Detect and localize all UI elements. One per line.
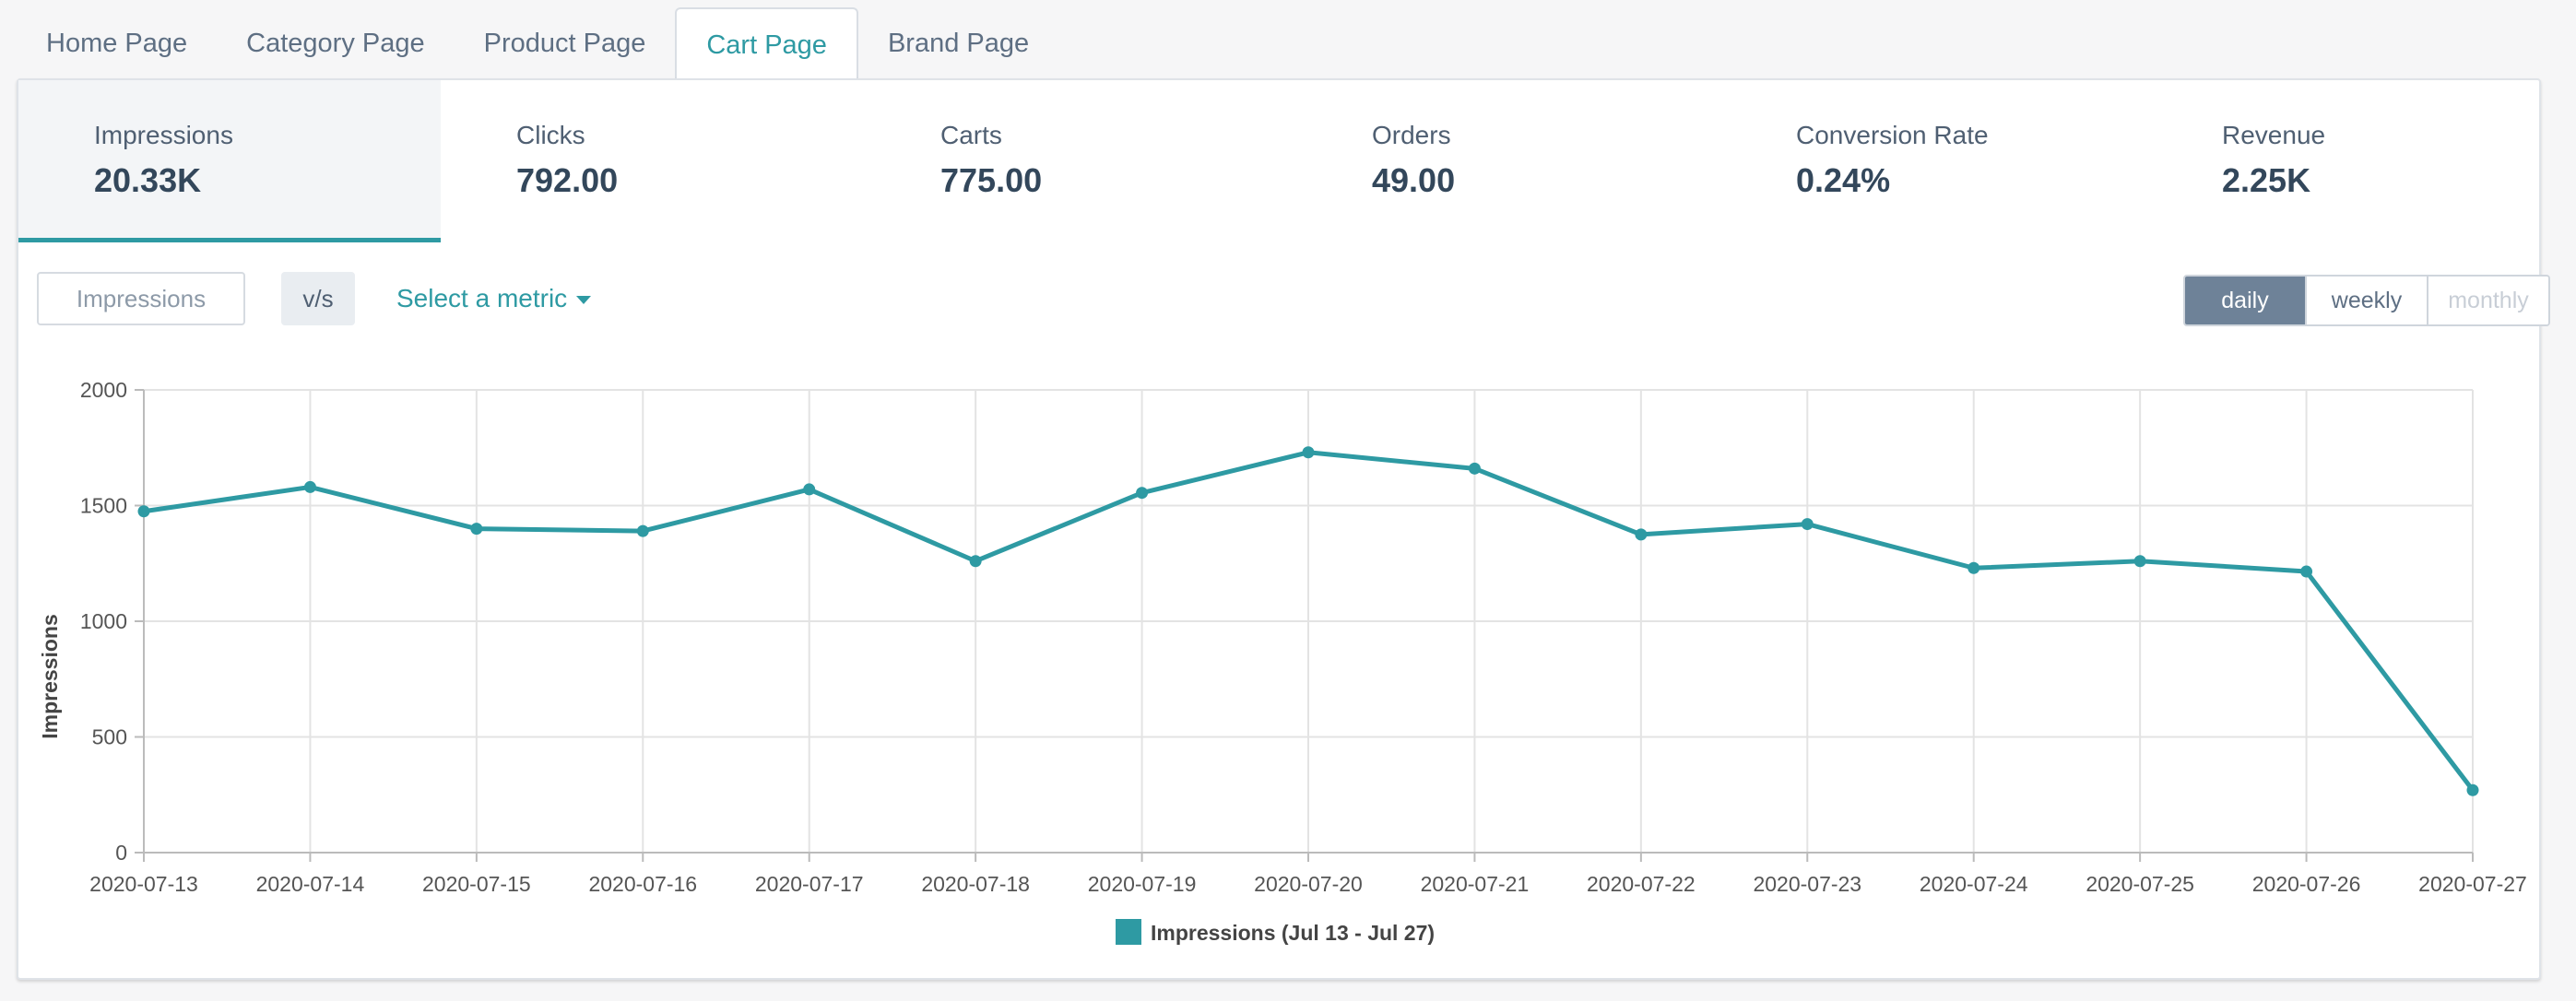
kpi-impressions[interactable]: Impressions 20.33K [18,80,441,242]
kpi-value: 20.33K [94,161,202,199]
kpi-label: Carts [940,121,1002,149]
select-metric-label: Select a metric [396,284,568,312]
kpi-revenue[interactable]: Revenue 2.25K [2137,80,2539,242]
period-daily-button[interactable]: daily [2185,277,2305,324]
data-point [1468,462,1481,475]
x-tick-label: 2020-07-20 [1254,872,1363,896]
x-tick-label: 2020-07-13 [89,872,198,896]
chart-grid [135,389,2474,862]
period-weekly-button[interactable]: weekly [2305,277,2427,324]
analytics-card: Impressions 20.33K Clicks 792.00 Carts 7… [17,78,2550,980]
legend-swatch [1116,919,1141,945]
data-point [1967,561,1980,574]
chart-series [137,446,2479,796]
kpi-label: Conversion Rate [1796,121,1989,149]
kpi-label: Clicks [516,121,585,149]
y-tick-label: 0 [115,841,127,865]
x-tick-label: 2020-07-21 [1421,872,1530,896]
x-tick-label: 2020-07-15 [422,872,531,896]
kpi-clicks[interactable]: Clicks 792.00 [441,80,865,242]
x-tick-label: 2020-07-23 [1753,872,1861,896]
tab-cart-page[interactable]: Cart Page [675,7,858,81]
data-point [2466,783,2479,796]
page-tabs: Home Page Category Page Product Page Car… [17,7,1058,81]
data-point [1136,487,1149,500]
x-tick-label: 2020-07-22 [1587,872,1696,896]
kpi-label: Orders [1372,121,1451,149]
kpi-row: Impressions 20.33K Clicks 792.00 Carts 7… [18,80,2539,242]
kpi-value: 775.00 [940,161,1043,199]
tab-brand-page[interactable]: Brand Page [887,28,1030,58]
y-tick-label: 1500 [80,494,127,518]
kpi-value: 49.00 [1372,161,1456,199]
x-tick-label: 2020-07-27 [2418,872,2527,896]
chart-legend: Impressions (Jul 13 - Jul 27) [1116,919,1435,945]
data-point [2300,565,2313,578]
primary-metric-box[interactable]: Impressions [37,272,245,325]
y-axis-ticks: 0 500 1000 1500 2000 [80,378,127,865]
data-point [636,524,649,537]
select-metric-dropdown[interactable]: Select a metric [396,272,592,325]
y-tick-label: 500 [92,725,127,749]
period-monthly-button[interactable]: monthly [2427,277,2548,324]
tab-home-page[interactable]: Home Page [46,28,188,58]
caret-down-icon [576,295,592,304]
data-point [470,523,483,536]
data-point [137,505,150,518]
data-point [803,483,816,496]
kpi-conversion-rate[interactable]: Conversion Rate 0.24% [1713,80,2137,242]
data-point [303,480,316,493]
kpi-value: 2.25K [2222,161,2311,199]
data-point [2133,555,2146,568]
x-tick-label: 2020-07-19 [1088,872,1197,896]
y-tick-label: 1000 [80,609,127,633]
y-tick-label: 2000 [80,378,127,402]
vs-label: v/s [281,272,355,325]
x-tick-label: 2020-07-14 [256,872,365,896]
kpi-carts[interactable]: Carts 775.00 [865,80,1289,242]
data-point [1801,518,1814,531]
data-point [969,555,982,568]
x-tick-label: 2020-07-16 [588,872,697,896]
kpi-label: Impressions [94,121,233,149]
x-axis-ticks: 2020-07-13 2020-07-14 2020-07-15 2020-07-16… [89,872,2527,896]
legend-label: Impressions (Jul 13 - Jul 27) [1151,921,1435,945]
kpi-label: Revenue [2222,121,2326,149]
data-point [1302,446,1315,459]
x-tick-label: 2020-07-25 [2086,872,2194,896]
tab-category-page[interactable]: Category Page [246,28,425,58]
x-tick-label: 2020-07-24 [1920,872,2028,896]
data-point [1635,528,1648,541]
y-axis-label: Impressions [38,614,62,739]
x-tick-label: 2020-07-26 [2252,872,2361,896]
tab-product-page[interactable]: Product Page [483,28,646,58]
kpi-value: 792.00 [516,161,619,199]
period-toggle: daily weekly monthly [2183,275,2550,326]
kpi-value: 0.24% [1796,161,1891,199]
x-tick-label: 2020-07-17 [755,872,864,896]
x-tick-label: 2020-07-18 [921,872,1030,896]
kpi-orders[interactable]: Orders 49.00 [1289,80,1713,242]
